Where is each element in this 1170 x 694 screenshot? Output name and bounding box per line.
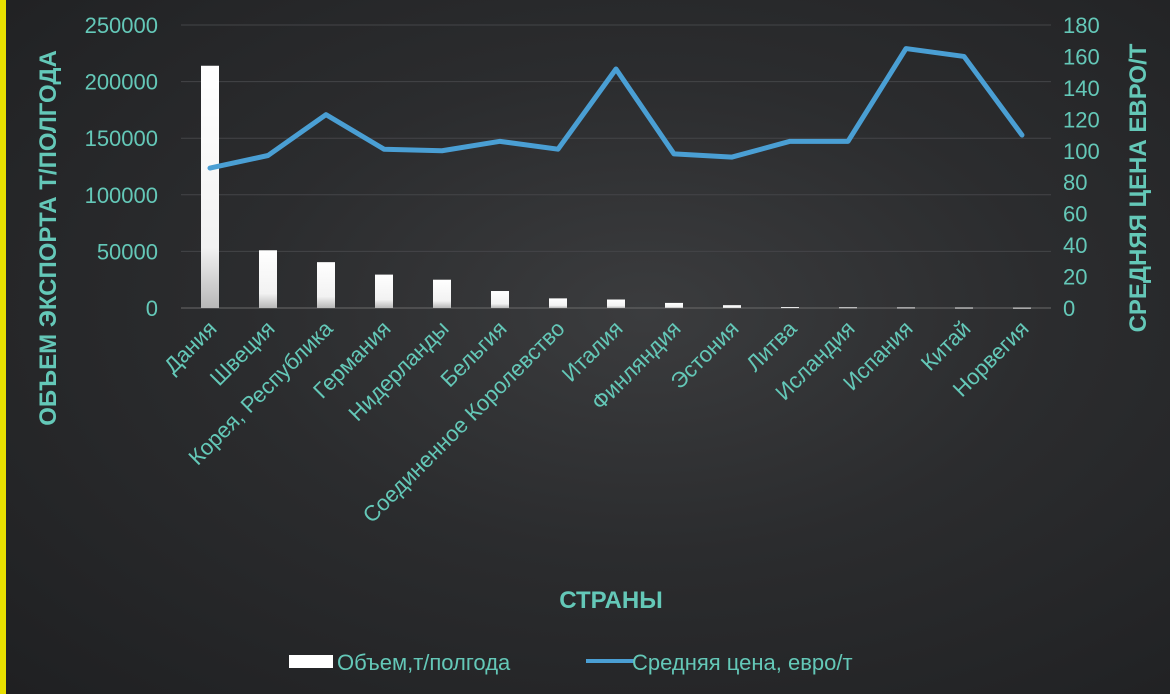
y2-tick-label: 140 [1063,76,1100,101]
y-tick-label: 150000 [85,126,158,151]
y2-tick-label: 20 [1063,265,1087,290]
bar [1013,307,1031,309]
x-axis-title: СТРАНЫ [559,587,662,614]
y-tick-label: 100000 [85,183,158,208]
bar [201,65,219,308]
y-axis-title: ОБЪЕМ ЭКСПОРТА Т/ПОЛГОДА [35,50,62,426]
y-tick-label: 200000 [85,70,158,95]
bar [781,307,799,309]
legend-line-label: Средняя цена, евро/т [632,650,853,675]
bars [201,65,1031,309]
y2-tick-label: 180 [1063,13,1100,38]
y-tick-label: 50000 [97,239,158,264]
bar [607,299,625,308]
y2-tick-label: 80 [1063,170,1087,195]
y-tick-label: 0 [146,296,158,321]
y2-tick-label: 60 [1063,202,1087,227]
legend: Объем,т/полгода Средняя цена, евро/т [289,650,853,675]
price-line [207,46,1025,171]
bar [317,262,335,308]
legend-bar-label: Объем,т/полгода [337,650,511,675]
y2-tick-label: 40 [1063,233,1087,258]
bar [433,279,451,308]
bar [259,250,277,308]
bar [897,307,915,309]
left-axis-ticks: 0 50000 100000 150000 200000 250000 [85,13,158,321]
bar [375,274,393,308]
bar [955,307,973,309]
chart: 0 50000 100000 150000 200000 250000 0 20 40 60 80… [35,13,1152,675]
chart-frame: 0 50000 100000 150000 200000 250000 0 20 40 60 80… [6,0,1170,694]
bar [549,298,567,308]
y2-tick-label: 100 [1063,139,1100,164]
y2-tick-label: 0 [1063,296,1075,321]
bar [491,291,509,308]
bar [723,305,741,308]
y2-tick-label: 120 [1063,107,1100,132]
right-axis-ticks: 0 20 40 60 80 100 120 140 160 180 [1063,13,1100,321]
legend-bar-swatch [289,655,333,668]
price-series-line [207,46,1025,171]
bar [665,302,683,308]
y2-tick-label: 160 [1063,44,1100,69]
bar [839,307,857,309]
y-tick-label: 250000 [85,13,158,38]
y2-axis-title: СРЕДНЯЯ ЦЕНА ЕВРО/Т [1125,43,1152,332]
